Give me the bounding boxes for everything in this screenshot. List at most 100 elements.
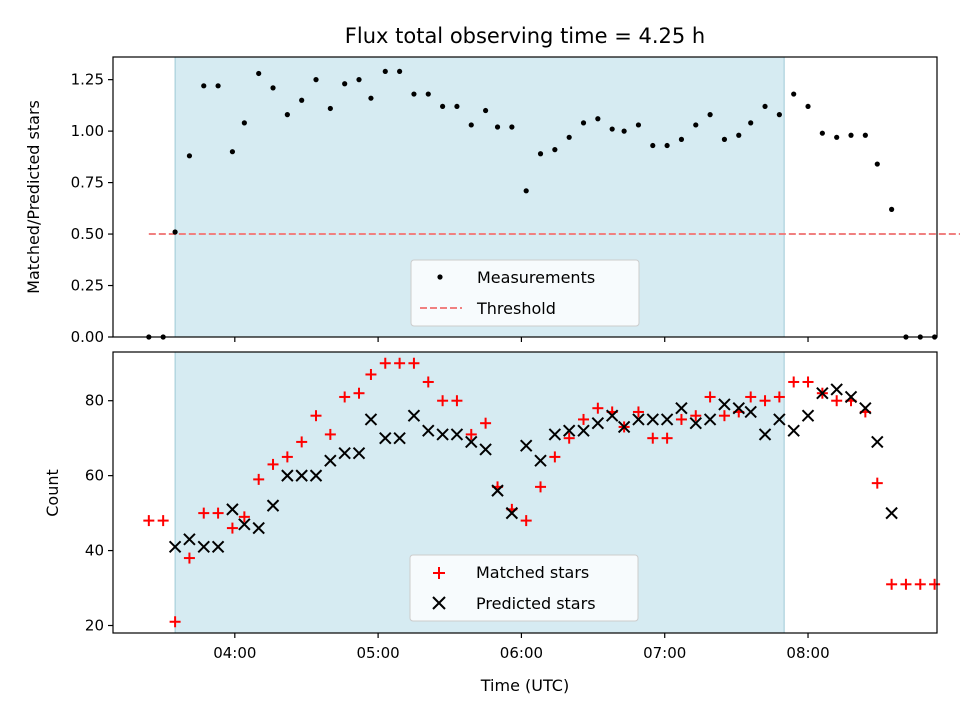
measurement-point <box>621 128 627 134</box>
predicted-star-point <box>758 428 772 441</box>
measurement-point <box>595 116 601 122</box>
matched-star-point <box>563 432 575 444</box>
measurement-point <box>819 130 825 136</box>
measurement-point <box>566 134 572 140</box>
bottom-xtick-label: 08:00 <box>786 644 829 662</box>
measurement-point <box>397 68 403 75</box>
bottom-legend-box <box>409 554 639 622</box>
predicted-star-point <box>591 416 605 430</box>
top-legend-box <box>410 259 640 327</box>
predicted-star-point <box>660 413 674 426</box>
top-legend: Measurements Threshold <box>410 259 640 327</box>
bottom-ytick-label: 40 <box>85 542 104 560</box>
predicted-star-point <box>338 446 351 460</box>
predicted-star-point <box>364 413 378 426</box>
measurement-point <box>172 229 178 235</box>
predicted-star-point <box>465 435 478 449</box>
matched-star-point <box>422 376 434 388</box>
matched-star-point <box>296 436 308 448</box>
matched-star-point <box>704 391 716 403</box>
measurement-point <box>201 83 207 89</box>
measurement-point <box>707 112 713 118</box>
matched-star-point <box>578 413 590 425</box>
matched-star-point <box>773 391 785 403</box>
matched-star-point <box>365 368 377 380</box>
x-axis-label: Time (UTC) <box>480 676 569 695</box>
predicted-star-point <box>422 424 435 437</box>
measurement-point <box>215 83 221 89</box>
measurement-point <box>776 112 782 118</box>
predicted-star-point <box>309 469 323 482</box>
measurement-point <box>862 132 868 138</box>
bottom-xtick-label: 07:00 <box>643 644 686 662</box>
matched-star-point <box>253 473 265 485</box>
matched-star-point <box>592 402 604 414</box>
matched-star-point <box>157 515 169 527</box>
predicted-star-point <box>379 431 392 445</box>
measurement-point <box>342 81 348 87</box>
predicted-star-point <box>871 435 884 449</box>
predicted-star-point <box>689 416 702 430</box>
top-y-ticks: 0.00 0.25 0.50 0.75 1.00 1.25 <box>71 71 113 346</box>
matched-star-point <box>886 578 898 590</box>
predicted-star-point <box>703 413 717 426</box>
top-ytick-label: 1.00 <box>71 122 104 140</box>
predicted-star-point <box>816 387 829 400</box>
bottom-panel: 20 40 60 80 04:00 05:00 06:00 07:00 08:00 Count… <box>43 351 941 695</box>
predicted-star-point <box>450 428 464 441</box>
matched-star-point <box>802 376 814 388</box>
predicted-star-point <box>407 409 421 422</box>
measurement-point <box>494 124 501 130</box>
bottom-axes-frame <box>112 351 938 634</box>
measurement-point <box>678 136 685 142</box>
matched-star-point <box>520 515 532 527</box>
predicted-star-point <box>577 424 590 437</box>
predicted-star-point <box>534 454 547 467</box>
matched-star-point <box>169 616 181 628</box>
predicted-star-point <box>787 424 800 437</box>
measurement-point <box>270 85 276 91</box>
matched-star-point <box>451 395 463 407</box>
matched-star-point <box>353 387 365 399</box>
measurement-point <box>762 103 768 110</box>
measurement-point <box>721 136 728 142</box>
measurements-points <box>146 68 938 340</box>
predicted-star-point <box>295 469 308 482</box>
matched-star-point <box>267 458 279 470</box>
matched-star-point <box>198 507 210 519</box>
measurement-point <box>256 70 262 77</box>
matched-star-point <box>549 451 561 463</box>
matched-star-point <box>310 410 322 422</box>
top-ytick-label: 0.75 <box>71 174 104 192</box>
predicted-stars-points <box>168 383 898 554</box>
predicted-star-point <box>197 540 210 554</box>
measurement-point <box>552 147 558 153</box>
measurement-point <box>580 120 587 126</box>
matched-star-point <box>143 515 155 527</box>
measurement-point <box>356 77 362 83</box>
predicted-star-point <box>617 420 631 434</box>
matched-star-point <box>212 507 224 519</box>
predicted-star-point <box>605 409 619 422</box>
predicted-star-point <box>632 413 645 426</box>
measurement-point <box>509 124 515 130</box>
predicted-star-point <box>479 443 492 456</box>
matched-star-point <box>914 578 926 590</box>
measurement-point <box>454 103 460 110</box>
matched-star-point <box>394 357 406 369</box>
predicted-star-point <box>226 503 239 516</box>
predicted-star-point <box>859 401 872 415</box>
measurement-point <box>523 188 529 194</box>
bottom-ytick-label: 80 <box>85 392 104 410</box>
matched-star-point <box>324 428 336 440</box>
measurement-point <box>241 120 247 126</box>
matched-star-point <box>759 395 771 407</box>
measurement-point <box>425 91 431 97</box>
measurement-point <box>537 151 544 157</box>
bottom-ytick-label: 60 <box>85 467 104 485</box>
measurement-point <box>848 132 854 138</box>
bottom-xtick-label: 05:00 <box>356 644 399 662</box>
measurement-point <box>791 91 797 97</box>
legend-matched-marker <box>433 567 445 579</box>
measurement-point <box>874 161 880 167</box>
